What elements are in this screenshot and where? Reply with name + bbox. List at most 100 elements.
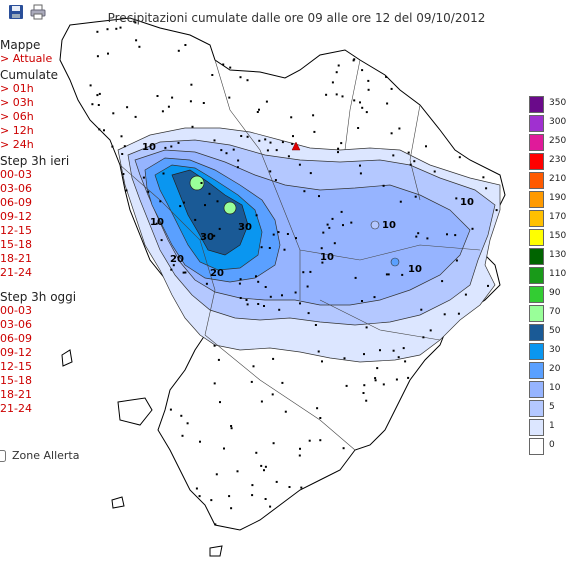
zone-allerta-checkbox[interactable] [0,449,6,462]
station-dot [160,239,163,242]
menu-item-ieri-15-18[interactable]: 15-18 [0,238,32,251]
toolbar [8,4,46,20]
station-dot [239,297,242,299]
menu-item-ieri-12-15[interactable]: 12-15 [0,224,32,237]
menu-item-oggi-15-18[interactable]: 15-18 [0,374,32,387]
station-dot [177,141,180,144]
contour-label: 10 [142,142,156,153]
legend-swatch [529,343,544,360]
menu-item-ieri-00-03[interactable]: 00-03 [0,168,32,181]
station-dot [321,261,324,264]
station-dot [386,102,389,105]
station-dot [390,132,393,135]
printer-icon[interactable] [30,4,46,20]
station-dot [337,147,340,150]
menu-item-ieri-21-24[interactable]: 21-24 [0,266,32,279]
menu-item-ieri-03-06[interactable]: 03-06 [0,182,32,195]
menu-item-ieri-09-12[interactable]: 09-12 [0,210,32,223]
menu-item-06h[interactable]: > 06h [0,110,34,123]
station-dot [122,173,125,175]
station-dot [382,184,385,187]
station-dot [361,106,364,109]
station-dot [283,248,286,251]
station-dot [392,154,395,157]
station-dot [417,232,420,235]
station-dot [246,303,249,306]
legend-level: 170 [529,210,573,227]
station-dot [236,166,239,169]
legend-swatch [529,115,544,132]
station-dot [269,170,272,173]
station-dot [213,139,216,142]
station-dot [246,79,249,82]
legend-swatch [529,229,544,246]
station-dot [220,149,223,152]
menu-item-attuale[interactable]: > Attuale [0,52,53,65]
station-dot [230,427,233,430]
station-dot [363,353,365,356]
legend-value: 250 [549,136,567,146]
legend-level: 230 [529,153,573,170]
station-dot [303,190,306,193]
area-spot [370,220,380,230]
station-dot [317,350,320,353]
station-dot [265,100,268,103]
menu-item-01h[interactable]: > 01h [0,82,34,95]
menu-item-oggi-21-24[interactable]: 21-24 [0,402,32,415]
legend-swatch [529,438,544,455]
station-dot [199,440,201,443]
floppy-disk-icon[interactable] [8,4,24,20]
station-dot [106,28,109,31]
station-dot [467,200,470,203]
station-dot [320,247,323,250]
station-dot [189,100,192,103]
section-title: Cumulate [0,68,59,82]
menu-item-24h[interactable]: > 24h [0,138,34,151]
station-dot [230,425,233,427]
menu-item-ieri-18-21[interactable]: 18-21 [0,252,32,265]
station-dot [91,103,94,106]
station-dot [239,278,242,281]
station-dot [429,329,432,332]
station-dot [482,176,485,179]
menu-item-oggi-18-21[interactable]: 18-21 [0,388,32,401]
legend-swatch [529,400,544,417]
menu-item-ieri-06-09[interactable]: 06-09 [0,196,32,209]
station-dot [307,312,310,315]
menu-item-oggi-00-03[interactable]: 00-03 [0,304,32,317]
station-dot [353,58,356,61]
station-dot [286,233,289,235]
legend-level: 130 [529,248,573,265]
station-dot [275,480,278,483]
menu-item-oggi-09-12[interactable]: 09-12 [0,346,32,359]
station-dot [263,469,265,472]
station-dot [96,94,99,97]
menu-item-12h[interactable]: > 12h [0,124,34,137]
station-dot [170,268,173,271]
station-dot [214,523,217,526]
contour-label: 20 [210,268,224,279]
station-dot [458,156,461,159]
station-dot [420,308,423,311]
legend-value: 190 [549,193,567,203]
station-dot [167,105,170,108]
legend-value: 10 [549,383,561,393]
station-dot [200,182,203,184]
menu-item-oggi-03-06[interactable]: 03-06 [0,318,32,331]
station-dot [121,153,124,155]
station-dot [255,451,258,454]
menu-item-oggi-06-09[interactable]: 06-09 [0,332,32,345]
area-50mm [171,169,249,256]
legend-level: 190 [529,191,573,208]
station-dot [390,87,393,90]
station-dot [186,422,189,425]
menu-item-oggi-12-15[interactable]: 12-15 [0,360,32,373]
menu-item-03h[interactable]: > 03h [0,96,34,109]
legend-swatch [529,134,544,151]
station-dot [198,495,201,498]
station-dot [398,127,401,130]
legend-level: 30 [529,343,573,360]
sidebar-menu: Mappe > Attuale Cumulate > 01h > 03h > 0… [0,36,100,416]
station-dot [240,135,243,137]
